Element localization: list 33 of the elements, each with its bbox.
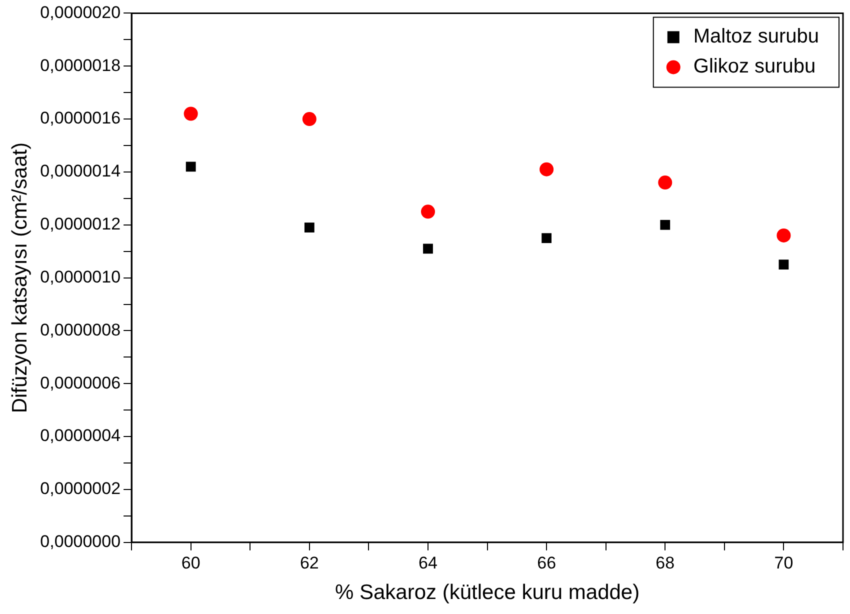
x-tick-label: 66 bbox=[537, 553, 556, 572]
y-tick-label: 0,0000002 bbox=[40, 479, 121, 498]
point bbox=[304, 222, 314, 232]
y-tick-label: 0,0000010 bbox=[40, 267, 121, 286]
point bbox=[302, 112, 316, 126]
x-tick-label: 68 bbox=[656, 553, 675, 572]
x-tick-label: 60 bbox=[181, 553, 200, 572]
point bbox=[778, 260, 789, 270]
x-tick-label: 64 bbox=[418, 553, 438, 572]
y-tick-label: 0,0000012 bbox=[40, 214, 121, 234]
point bbox=[186, 162, 196, 172]
point bbox=[776, 228, 791, 242]
y-tick-label: 0,0000000 bbox=[40, 532, 121, 552]
point bbox=[184, 106, 198, 121]
point bbox=[423, 244, 433, 254]
legend-label: Glikoz surubu bbox=[693, 56, 816, 78]
y-tick-label: 0,0000014 bbox=[40, 162, 121, 181]
y-tick-label: 0,0000020 bbox=[40, 2, 121, 22]
x-tick-label: 62 bbox=[300, 553, 319, 572]
x-tick-label: 70 bbox=[774, 553, 794, 572]
point bbox=[420, 204, 435, 219]
point bbox=[658, 176, 672, 190]
point bbox=[660, 220, 670, 230]
legend-label: Maltoz surubu bbox=[693, 26, 820, 48]
point bbox=[540, 162, 554, 176]
x-axis-title: % Sakaroz (kütlece kuru madde) bbox=[334, 581, 640, 604]
point bbox=[542, 233, 552, 244]
y-tick-label: 0,0000016 bbox=[40, 108, 121, 128]
y-axis-title: Difüzyon katsayısı (cm²/saat) bbox=[8, 142, 32, 414]
y-tick-label: 0,0000008 bbox=[40, 320, 121, 340]
y-tick-label: 0,0000018 bbox=[40, 56, 121, 75]
y-tick-label: 0,0000006 bbox=[40, 373, 121, 392]
y-tick-label: 0,0000004 bbox=[40, 426, 121, 446]
